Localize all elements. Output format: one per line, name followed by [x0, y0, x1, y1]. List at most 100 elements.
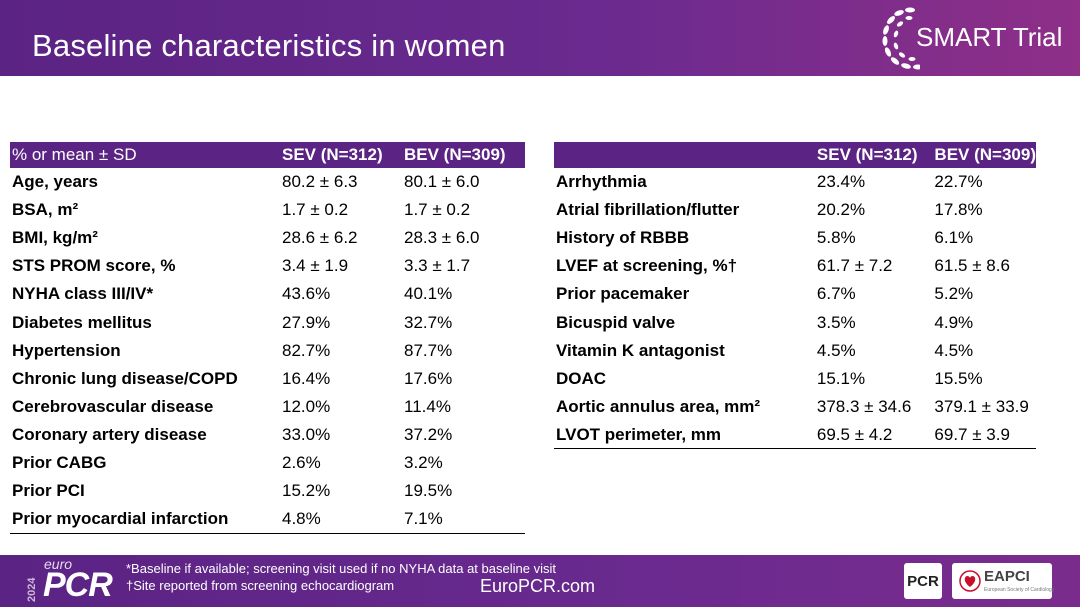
table-row: BMI, kg/m² 28.6 ± 6.2 28.3 ± 6.0 — [10, 224, 525, 252]
baseline-table-left: % or mean ± SD SEV (N=312) BEV (N=309) A… — [10, 142, 525, 534]
table-row: LVEF at screening, %† 61.7 ± 7.2 61.5 ± 8.… — [554, 252, 1036, 280]
year-label: 2024 — [26, 577, 38, 602]
table-body: Age, years 80.2 ± 6.3 80.1 ± 6.0 BSA, m² 1.7… — [10, 168, 525, 534]
row-label: LVOT perimeter, mm — [554, 420, 815, 450]
table-row: Atrial fibrillation/flutter 20.2% 17.8% — [554, 196, 1036, 224]
table-row: Chronic lung disease/COPD 16.4% 17.6% — [10, 365, 525, 393]
table-row: Prior CABG 2.6% 3.2% — [10, 449, 525, 477]
year-text: 2024 — [26, 577, 38, 602]
table-body: Arrhythmia 23.4% 22.7% Atrial fibrillation/… — [554, 168, 1036, 450]
table-row: BSA, m² 1.7 ± 0.2 1.7 ± 0.2 — [10, 196, 525, 224]
footnote-echo: †Site reported from screening echocardio… — [126, 578, 395, 593]
row-label: Vitamin K antagonist — [556, 340, 725, 360]
table-row: Diabetes mellitus 27.9% 32.7% — [10, 308, 525, 336]
eapci-logo: EAPCI European Society of Cardiology — [952, 563, 1055, 599]
sev-value: 378.3 ± 34.6 — [816, 396, 912, 416]
column-header-bev: BEV (N=309) — [932, 142, 1036, 168]
brand-euro: euro — [44, 556, 73, 572]
bev-value: 22.7% — [934, 172, 983, 192]
table-row: Cerebrovascular disease 12.0% 11.4% — [10, 393, 525, 421]
page-title: Baseline characteristics in women — [32, 28, 506, 63]
bev-value: 17.6% — [404, 368, 453, 388]
table-row: LVOT perimeter, mm 69.5 ± 4.2 69.7 ± 3.9 — [554, 420, 1036, 450]
table-row: Hypertension 82.7% 87.7% — [10, 337, 525, 365]
bev-value: 379.1 ± 33.9 — [934, 396, 1029, 416]
sev-value: 1.7 ± 0.2 — [282, 200, 349, 220]
row-label: Prior PCI — [12, 481, 85, 501]
site-link[interactable]: EuroPCR.com — [480, 576, 596, 596]
bev-value: 3.2% — [404, 452, 443, 472]
table-row: Prior pacemaker 6.7% 5.2% — [554, 280, 1036, 308]
table-row: Bicuspid valve 3.5% 4.9% — [554, 308, 1036, 336]
bev-value: 32.7% — [404, 312, 453, 332]
bev-value: 87.7% — [404, 340, 453, 360]
table-header-row: SEV (N=312) BEV (N=309) — [554, 142, 1036, 168]
sev-value: 3.4 ± 1.9 — [282, 256, 349, 276]
brand-pcr: PCR — [43, 566, 113, 604]
row-label: Cerebrovascular disease — [12, 396, 214, 416]
sev-value: 6.7% — [816, 284, 856, 304]
sev-value: 61.7 ± 7.2 — [816, 256, 893, 276]
sev-value: 3.5% — [816, 312, 856, 332]
bev-value: 5.2% — [934, 284, 974, 304]
smart-trial-logo: SMART Trial — [880, 4, 1076, 74]
table-row: Coronary artery disease 33.0% 37.2% — [10, 421, 525, 449]
table-row: STS PROM score, % 3.4 ± 1.9 3.3 ± 1.7 — [10, 252, 525, 280]
row-label: NYHA class III/IV* — [12, 284, 154, 304]
row-label: Age, years — [12, 172, 98, 192]
table-row: Prior myocardial infarction 4.8% 7.1% — [10, 505, 525, 534]
column-header: % or mean ± SD — [10, 142, 280, 168]
column-header-bev: BEV (N=309) — [402, 142, 525, 168]
bev-value: 15.5% — [934, 368, 983, 388]
logo-text: SMART Trial — [916, 22, 1063, 52]
dotted-ring-icon — [882, 7, 920, 70]
sev-value: 43.6% — [282, 284, 331, 304]
sev-value: 33.0% — [282, 424, 331, 444]
row-label: Diabetes mellitus — [12, 312, 152, 332]
row-label: BMI, kg/m² — [12, 228, 98, 248]
table-row: Aortic annulus area, mm² 378.3 ± 34.6 379.… — [554, 393, 1036, 421]
table-row: Prior PCI 15.2% 19.5% — [10, 477, 525, 505]
footer-bar — [0, 555, 1080, 607]
sev-value: 16.4% — [282, 368, 331, 388]
table-row: History of RBBB 5.8% 6.1% — [554, 224, 1036, 252]
sev-value: 80.2 ± 6.3 — [282, 172, 358, 192]
row-label: Chronic lung disease/COPD — [12, 368, 238, 388]
bev-value: 69.7 ± 3.9 — [932, 420, 1036, 450]
bev-value: 80.1 ± 6.0 — [404, 172, 480, 192]
row-label: LVEF at screening, %† — [556, 256, 738, 276]
bev-value: 28.3 ± 6.0 — [404, 228, 480, 248]
row-label: Arrhythmia — [556, 172, 647, 192]
bev-value: 6.1% — [934, 228, 974, 248]
row-label: BSA, m² — [12, 200, 79, 220]
row-label: Coronary artery disease — [12, 424, 207, 444]
sev-value: 20.2% — [816, 200, 866, 220]
row-label: History of RBBB — [556, 228, 690, 248]
sev-value: 15.2% — [282, 481, 331, 501]
row-label: Bicuspid valve — [556, 312, 676, 332]
bev-value: 37.2% — [404, 424, 453, 444]
table-row: Arrhythmia 23.4% 22.7% — [554, 168, 1036, 196]
row-label: Hypertension — [12, 340, 121, 360]
row-label: Atrial fibrillation/flutter — [556, 200, 740, 220]
pcr-logo: PCR — [904, 563, 942, 599]
bev-value: 61.5 ± 8.6 — [934, 256, 1010, 276]
bev-value: 1.7 ± 0.2 — [404, 200, 471, 220]
table-header-row: % or mean ± SD SEV (N=312) BEV (N=309) — [10, 142, 525, 168]
eapci-text: EAPCI — [984, 568, 1030, 585]
bev-value: 3.3 ± 1.7 — [404, 256, 471, 276]
column-header-sev: SEV (N=312) — [280, 142, 402, 168]
sev-value: 2.6% — [282, 452, 321, 472]
row-label: STS PROM score, % — [12, 256, 176, 276]
row-label: Prior myocardial infarction — [10, 505, 280, 534]
baseline-table-right: SEV (N=312) BEV (N=309) Arrhythmia 23.4% 2… — [554, 142, 1036, 450]
bev-value: 40.1% — [404, 284, 453, 304]
footnote-nyha: *Baseline if available; screening visit … — [126, 561, 556, 576]
sev-value: 4.5% — [816, 340, 856, 360]
sev-value: 15.1% — [816, 368, 866, 388]
bev-value: 17.8% — [934, 200, 983, 220]
bev-value: 7.1% — [402, 505, 525, 534]
sev-value: 69.5 ± 4.2 — [814, 420, 933, 450]
bev-value: 11.4% — [404, 396, 451, 416]
eapci-subtext: European Society of Cardiology — [984, 587, 1055, 593]
